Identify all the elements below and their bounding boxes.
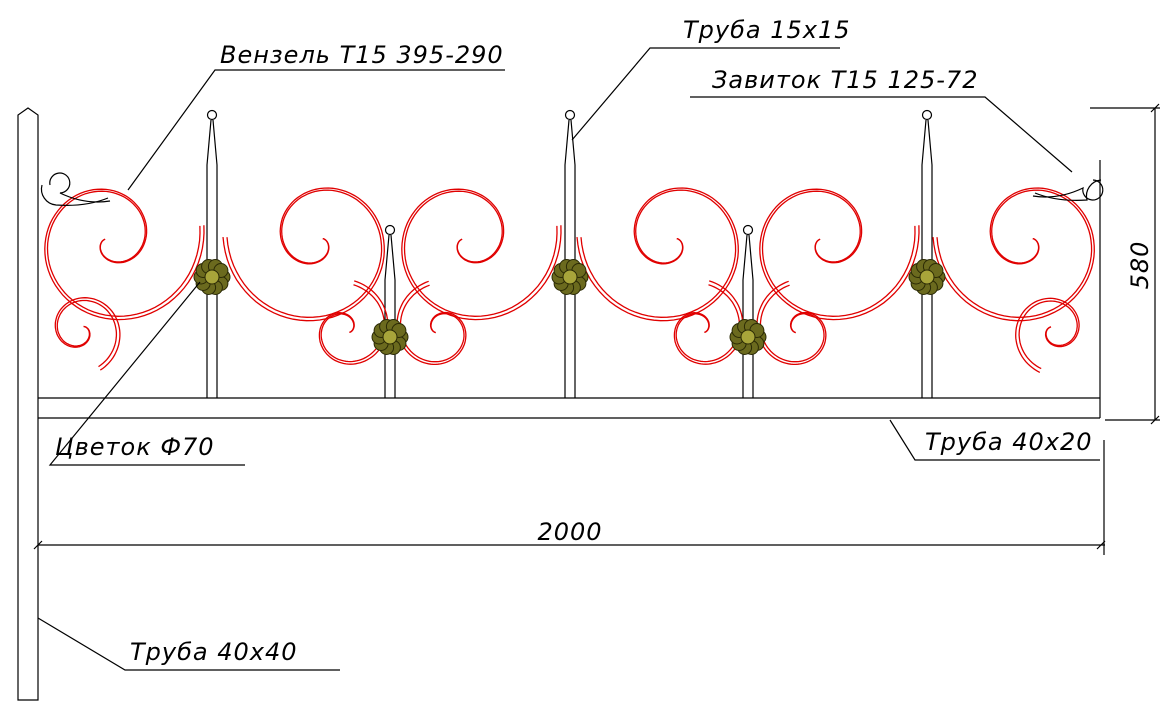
picket bbox=[206, 119, 218, 398]
flowers bbox=[193, 259, 946, 355]
end-curl bbox=[49, 172, 111, 203]
scroll bbox=[936, 189, 1093, 318]
scroll bbox=[54, 297, 121, 371]
callout: Труба 40х40 bbox=[130, 638, 298, 666]
flower-center bbox=[562, 269, 578, 285]
dimension-height: 580 bbox=[1126, 241, 1154, 290]
picket-ball bbox=[921, 109, 933, 121]
picket bbox=[384, 234, 396, 398]
scroll bbox=[401, 188, 562, 321]
picket-ball bbox=[384, 224, 396, 236]
picket bbox=[742, 234, 754, 398]
scroll bbox=[56, 299, 118, 368]
scroll bbox=[222, 187, 385, 322]
scroll bbox=[399, 284, 465, 363]
scroll bbox=[759, 188, 920, 321]
dimensions bbox=[33, 103, 1160, 555]
flower-center bbox=[919, 269, 935, 285]
picket bbox=[921, 119, 933, 398]
scroll bbox=[580, 189, 737, 318]
scroll bbox=[403, 190, 558, 317]
end-curl bbox=[40, 184, 109, 206]
flower-center bbox=[740, 329, 756, 345]
scroll bbox=[46, 190, 201, 317]
scroll bbox=[226, 189, 383, 318]
pickets bbox=[206, 109, 933, 398]
scroll bbox=[675, 284, 740, 363]
scroll bbox=[44, 188, 205, 321]
picket-ball bbox=[742, 224, 754, 236]
scroll bbox=[576, 187, 739, 322]
picket-ball bbox=[564, 109, 576, 121]
scroll bbox=[761, 190, 916, 317]
picket bbox=[564, 119, 576, 398]
scroll bbox=[759, 284, 825, 363]
scroll bbox=[320, 284, 385, 363]
picket-ball bbox=[206, 109, 218, 121]
callout: Труба 15х15 bbox=[683, 16, 851, 44]
callout: Вензель Т15 395-290 bbox=[220, 41, 504, 69]
flower-center bbox=[204, 269, 220, 285]
callout: Труба 40х20 bbox=[925, 428, 1093, 456]
end-curl bbox=[1034, 179, 1102, 201]
scroll bbox=[1018, 300, 1078, 370]
scroll bbox=[1015, 297, 1080, 373]
callout: Завиток Т15 125-72 bbox=[712, 66, 978, 94]
callout: Цветок Ф70 bbox=[55, 433, 215, 461]
scroll bbox=[932, 187, 1095, 322]
dimension-width: 2000 bbox=[537, 518, 602, 546]
flower-center bbox=[382, 329, 398, 345]
frame bbox=[17, 107, 1101, 701]
leaders bbox=[48, 47, 1100, 466]
